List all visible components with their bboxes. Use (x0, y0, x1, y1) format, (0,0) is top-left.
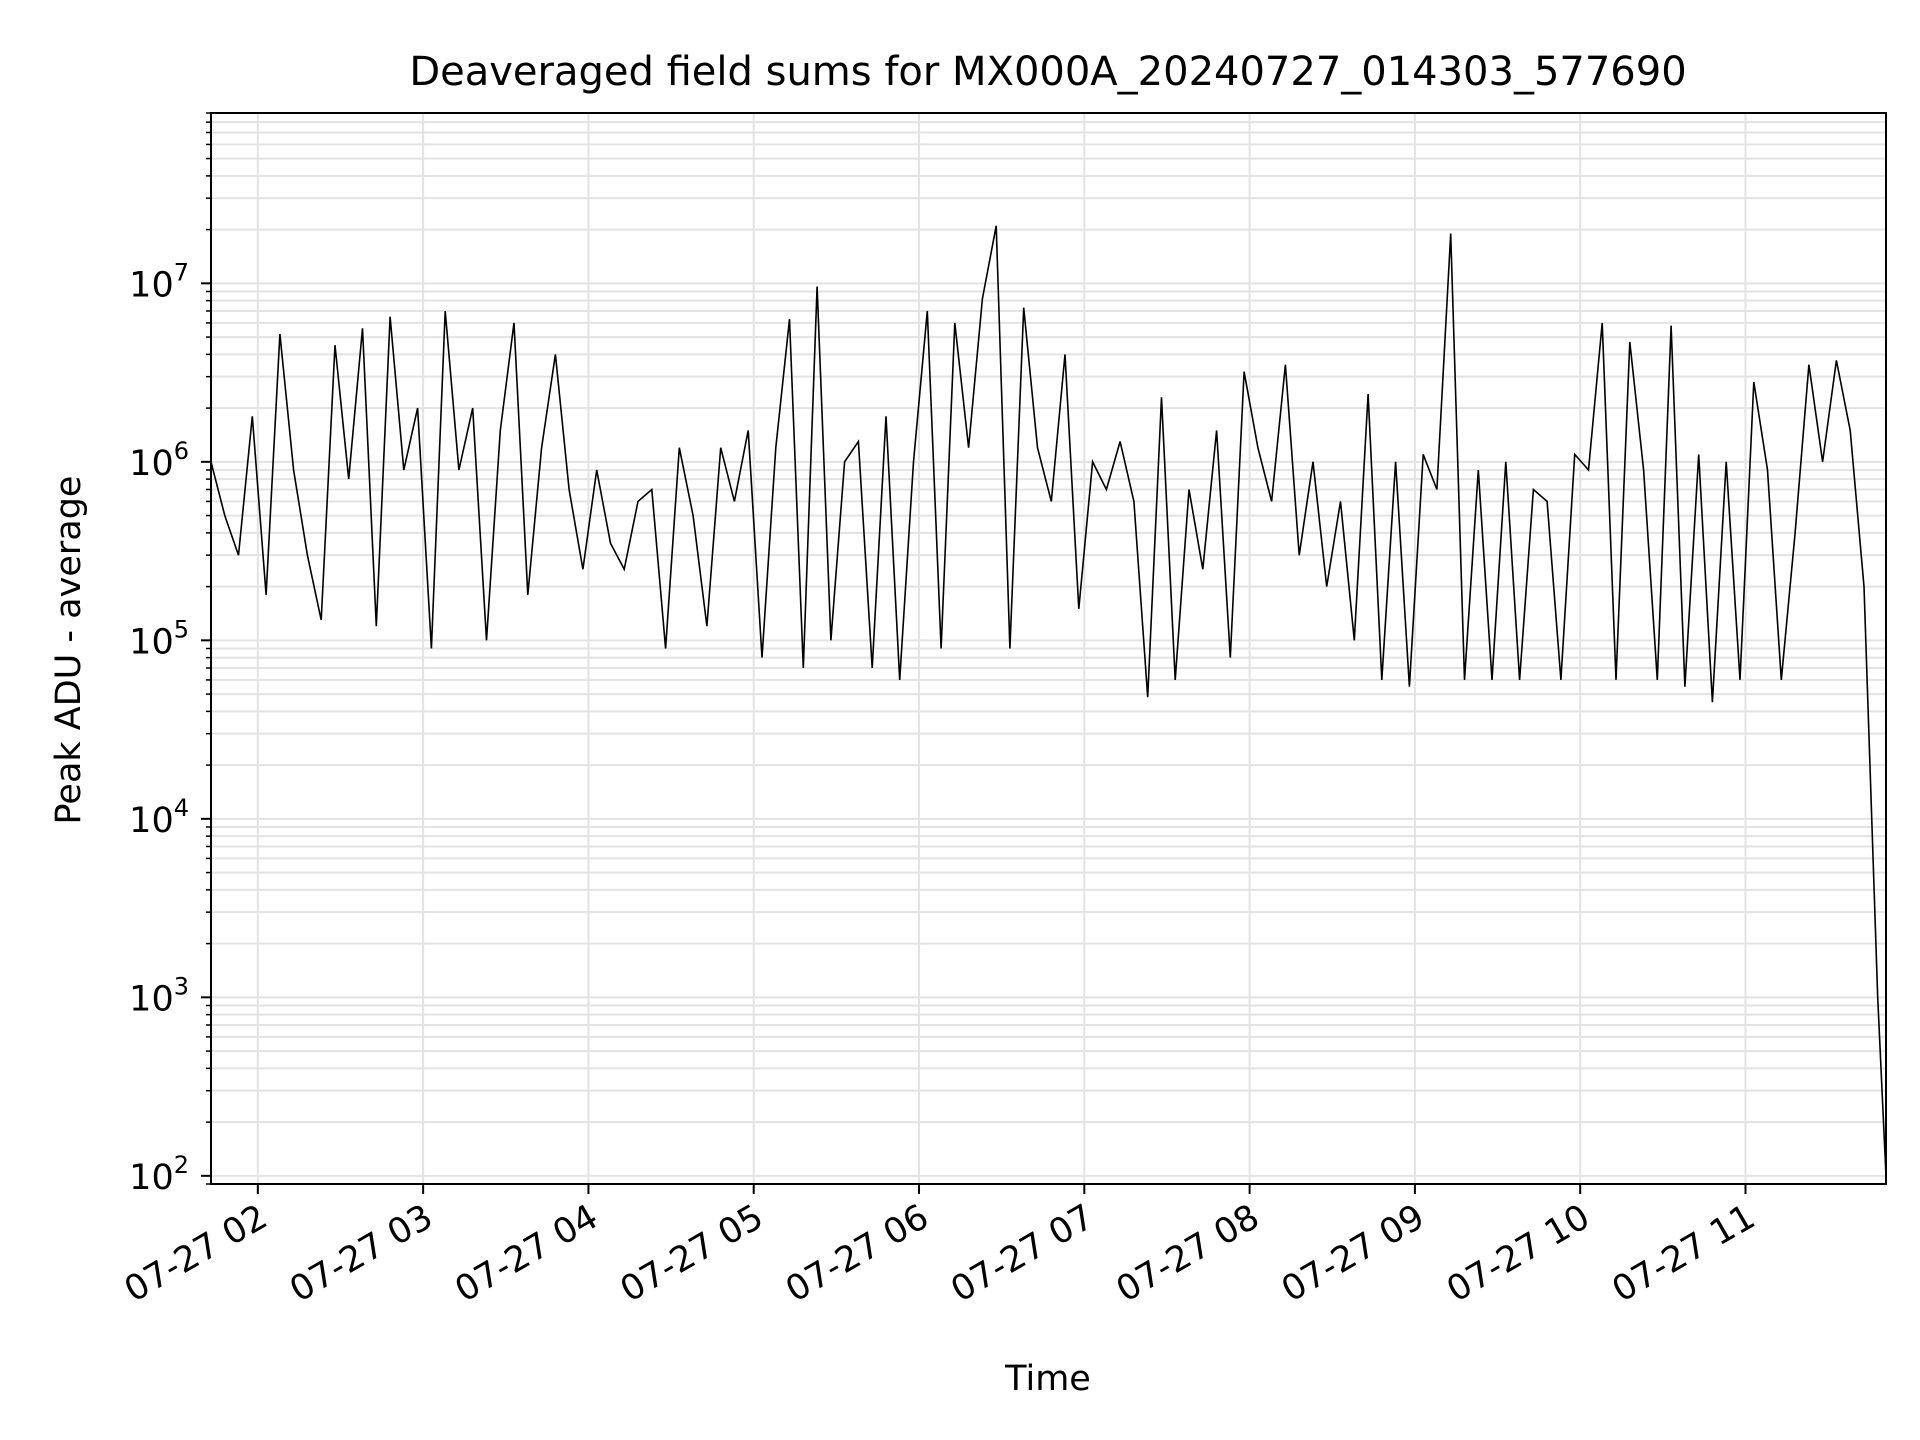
chart-title: Deaveraged field sums for MX000A_2024072… (409, 49, 1686, 95)
y-tick-label: 106 (129, 437, 189, 484)
x-axis-label: Time (1004, 1359, 1091, 1399)
plot-area (210, 225, 1887, 1176)
series-line (210, 225, 1887, 1176)
grid (211, 112, 1886, 1185)
y-axis-label: Peak ADU - average (49, 476, 89, 825)
